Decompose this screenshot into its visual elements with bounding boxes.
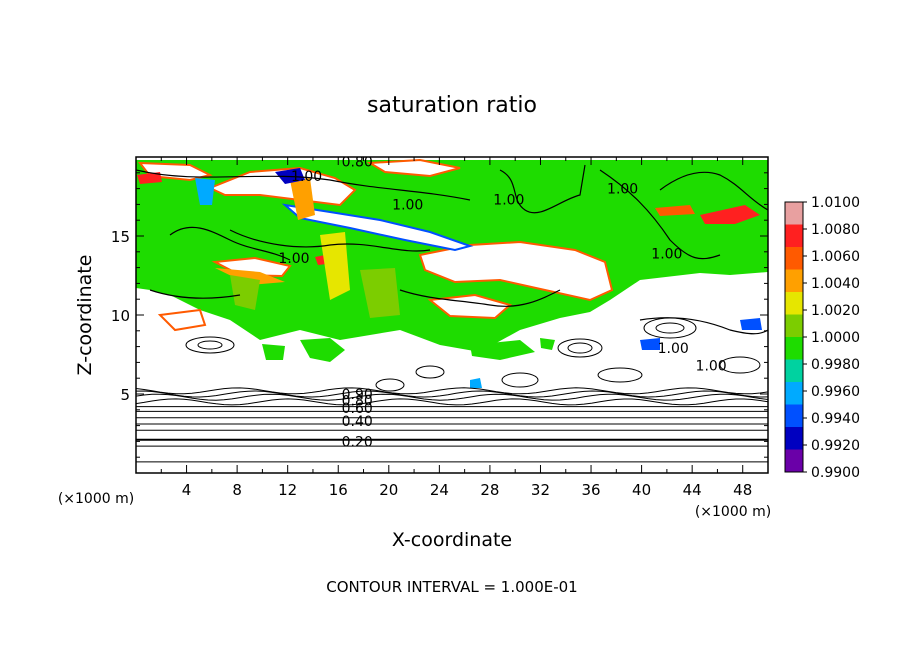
colorbar-segment [785,314,803,338]
colorbar-label: 0.9940 [811,411,860,427]
colorbar-segment [785,427,803,450]
y-axis: 5 10 15 [111,156,768,474]
white-blob [207,166,357,207]
colorbar-label: 1.0000 [811,330,860,346]
blue-streak [640,338,660,350]
green-patch [262,344,285,360]
contour-label: 0.90 [342,387,373,403]
contour-line [136,393,768,401]
red-streak [655,205,695,216]
contour-interval-note: CONTOUR INTERVAL = 1.000E-01 [326,578,577,596]
colorbar-label: 0.9900 [811,465,860,481]
contour-label: 0.80 [342,155,373,171]
yellow-streak [230,275,260,310]
x-tick-label: 40 [632,481,651,499]
contour-label: 1.00 [651,246,682,262]
cell-contours [185,317,761,392]
colorbar-segment [785,404,803,428]
colorbar-segment [785,382,803,405]
x-tick-label: 24 [430,481,449,499]
contour-label: 1.00 [493,193,524,209]
colorbar-segment [785,202,803,225]
contour-label: 0.80 [342,393,373,409]
contour-label: 0.60 [342,401,373,417]
x-unit-label: (×1000 m) [695,504,771,520]
contour-label: 1.00 [696,359,727,375]
green-patch [300,338,345,362]
contour-line [136,387,768,395]
white-blob [157,308,207,332]
white-blob [418,240,614,302]
colorbar-label: 0.9920 [811,438,860,454]
x-tick-label: 12 [278,481,297,499]
contour-label: 1.00 [291,169,322,185]
white-blob [281,203,474,252]
white-blob [427,293,513,320]
contour-line [136,398,768,406]
colorbar-segment [785,359,803,383]
z-unit-label: (×1000 m) [58,491,134,507]
contour-label: 0.40 [342,414,373,430]
x-tick-label: 20 [379,481,398,499]
yellow-streak [360,268,400,318]
white-blob [366,158,461,178]
x-axis-label: X-coordinate [392,529,512,551]
contour-label: 1.00 [392,197,423,213]
y-axis-label: Z-coordinate [74,255,96,376]
blue-streak [470,378,482,388]
colorbar-segment [785,247,803,270]
x-tick-label: 44 [683,481,702,499]
colorbar-segment [785,269,803,293]
colorbar-label: 0.9960 [811,384,860,400]
colorbar-label: 1.0020 [811,303,860,319]
red-streak [137,172,162,184]
colorbar-label: 1.0080 [811,222,860,238]
colorbar-label: 1.0060 [811,249,860,265]
contour-lines-lower [136,387,768,463]
y-tick-label: 10 [111,307,130,325]
green-patch [540,338,555,350]
red-streak [700,205,760,224]
colorbar-segment [785,449,803,473]
y-tick-label: 15 [111,228,130,246]
contour-label: 0.20 [342,434,373,450]
contour-label: 1.00 [658,341,689,357]
colorbar: 1.0100 1.0080 1.0060 1.0040 1.0020 1.0000 0.99… [784,195,860,481]
x-tick-label: 48 [733,481,752,499]
x-tick-label: 32 [531,481,550,499]
colorbar-label: 0.9980 [811,357,860,373]
colorbar-segment [785,337,803,360]
blue-streak [195,178,215,205]
blue-streak [740,318,762,330]
x-tick-label: 28 [480,481,499,499]
yellow-streak [320,232,350,300]
x-tick-label: 36 [581,481,600,499]
x-tick-label: 16 [329,481,348,499]
x-tick-label: 4 [182,481,192,499]
green-patch [470,340,535,360]
plot-area: 0.80 1.00 1.00 1.00 1.00 1.00 1.00 1.00 1.00 0.90… [136,155,768,473]
x-axis: 4 8 12 16 20 24 28 32 36 40 44 48 [135,157,769,499]
contour-line [136,390,768,398]
contour-labels: 0.80 1.00 1.00 1.00 1.00 1.00 1.00 1.00 1.00 0.90… [278,155,727,450]
chart-title: saturation ratio [367,93,537,118]
colorbar-label: 1.0100 [811,195,860,211]
colorbar-label: 1.0040 [811,276,860,292]
red-streak [215,268,285,285]
y-tick-label: 5 [120,386,130,404]
colorbar-segment [785,292,803,315]
contour-label: 1.00 [607,182,638,198]
contour-label: 1.00 [278,251,309,267]
orange-streak [290,178,315,220]
x-tick-label: 8 [232,481,242,499]
colorbar-segment [785,224,803,248]
